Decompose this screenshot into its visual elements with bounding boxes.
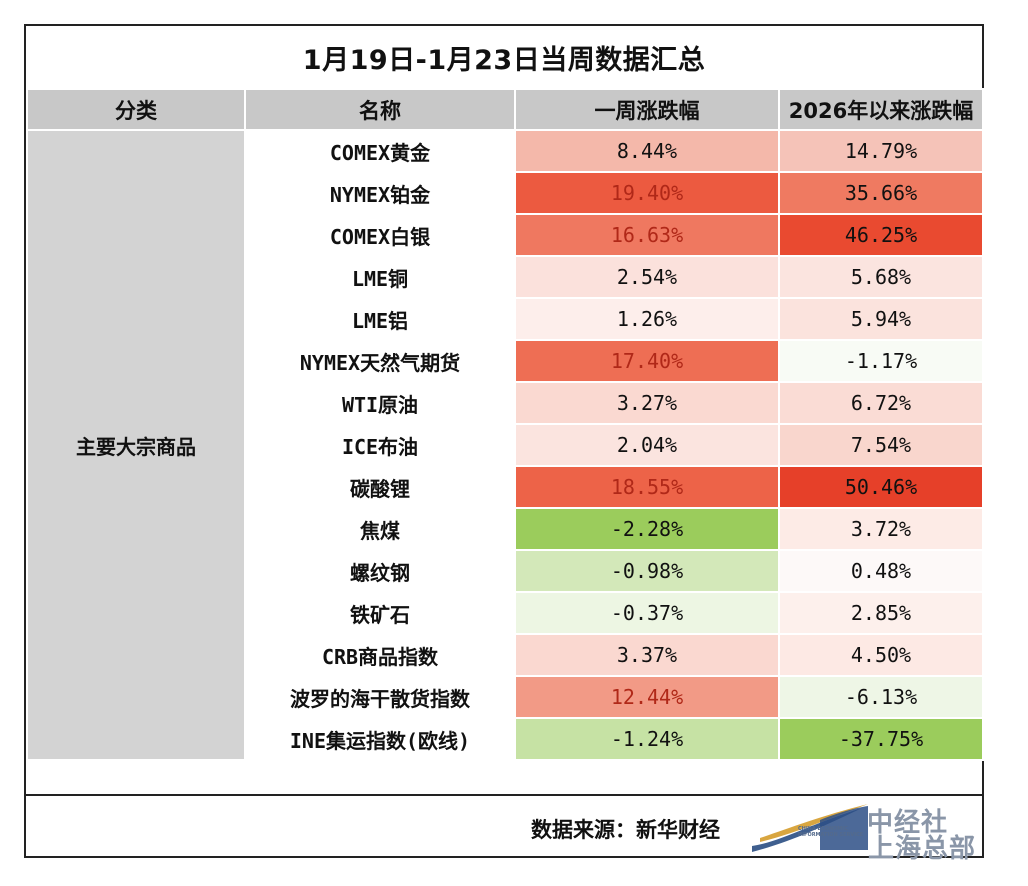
commodity-table: 分类 名称 一周涨跌幅 2026年以来涨跌幅 主要大宗商品 COMEX黄金 8.44… <box>26 88 984 761</box>
ytd-change-value: 5.68% <box>778 255 984 299</box>
weekly-change-value: 17.40% <box>514 339 780 383</box>
table-row: NYMEX天然气期货 17.40% -1.17% <box>27 339 984 383</box>
weekly-change-value: -0.37% <box>514 591 780 635</box>
header-row: 分类 名称 一周涨跌幅 2026年以来涨跌幅 <box>26 88 984 131</box>
weekly-change-value: 1.26% <box>514 297 780 341</box>
ytd-change-value: 0.48% <box>778 549 984 593</box>
table-row: CRB商品指数 3.37% 4.50% <box>27 633 984 677</box>
commodity-name: CRB商品指数 <box>244 633 516 677</box>
weekly-change-value: 19.40% <box>514 171 780 215</box>
table-row: 碳酸锂 18.55% 50.46% <box>27 465 984 509</box>
ytd-change-value: 14.79% <box>778 129 984 173</box>
table-row: 铁矿石 -0.37% 2.85% <box>27 591 984 635</box>
table-row: 波罗的海干散货指数 12.44% -6.13% <box>27 675 984 719</box>
ytd-change-value: -1.17% <box>778 339 984 383</box>
ytd-change-value: 3.72% <box>778 507 984 551</box>
commodity-name: INE集运指数(欧线) <box>244 717 516 761</box>
table-row: WTI原油 3.27% 6.72% <box>27 381 984 425</box>
ceis-logo: CHINA ECONOMIC INFORMATION SERVICE 中经社 上… <box>750 802 980 864</box>
commodity-name: COMEX白银 <box>244 213 516 257</box>
weekly-change-value: 2.54% <box>514 255 780 299</box>
weekly-change-value: -2.28% <box>514 507 780 551</box>
logo-english-line-1: CHINA ECONOMIC <box>798 826 848 832</box>
ytd-change-value: 2.85% <box>778 591 984 635</box>
ytd-change-value: 46.25% <box>778 213 984 257</box>
commodity-name: NYMEX天然气期货 <box>244 339 516 383</box>
summary-table-frame: 1月19日-1月23日当周数据汇总 分类 名称 一周涨跌幅 2026年以来涨跌幅… <box>24 24 984 864</box>
table-row: ICE布油 2.04% 7.54% <box>27 423 984 467</box>
header-ytd-change: 2026年以来涨跌幅 <box>778 88 984 131</box>
commodity-name: 铁矿石 <box>244 591 516 635</box>
weekly-change-value: 3.37% <box>514 633 780 677</box>
logo-english-line-2: INFORMATION SERVICE <box>798 832 864 838</box>
logo-text-line-2: 上海总部 <box>867 834 976 864</box>
header-name: 名称 <box>244 88 516 131</box>
weekly-change-value: 3.27% <box>514 381 780 425</box>
footer: 数据来源：新华财经 CHINA ECONOMIC INFORMATION SER… <box>26 794 982 864</box>
table-row: 焦煤 -2.28% 3.72% <box>27 507 984 551</box>
commodity-name: LME铝 <box>244 297 516 341</box>
weekly-change-value: 18.55% <box>514 465 780 509</box>
weekly-change-value: 2.04% <box>514 423 780 467</box>
data-source: 数据来源：新华财经 <box>531 818 720 842</box>
table-row: LME铝 1.26% 5.94% <box>27 297 984 341</box>
ytd-change-value: 7.54% <box>778 423 984 467</box>
ytd-change-value: -6.13% <box>778 675 984 719</box>
ytd-change-value: 4.50% <box>778 633 984 677</box>
logo-swoosh-icon <box>752 804 868 852</box>
weekly-change-value: -1.24% <box>514 717 780 761</box>
commodity-name: 波罗的海干散货指数 <box>244 675 516 719</box>
commodity-name: ICE布油 <box>244 423 516 467</box>
weekly-change-value: -0.98% <box>514 549 780 593</box>
logo-english: CHINA ECONOMIC INFORMATION SERVICE <box>798 826 863 838</box>
weekly-change-value: 8.44% <box>514 129 780 173</box>
commodity-name: LME铜 <box>244 255 516 299</box>
weekly-change-value: 12.44% <box>514 675 780 719</box>
logo-text-line-1: 中经社 <box>866 808 948 838</box>
table-row: LME铜 2.54% 5.68% <box>27 255 984 299</box>
ytd-change-value: 6.72% <box>778 381 984 425</box>
ytd-change-value: 35.66% <box>778 171 984 215</box>
ytd-change-value: 5.94% <box>778 297 984 341</box>
header-category: 分类 <box>26 88 246 131</box>
weekly-change-value: 16.63% <box>514 213 780 257</box>
commodity-name: 螺纹钢 <box>244 549 516 593</box>
table-row: NYMEX铂金 19.40% 35.66% <box>27 171 984 215</box>
table-row: 主要大宗商品 COMEX黄金 8.44% 14.79% <box>26 129 984 761</box>
table-row: COMEX白银 16.63% 46.25% <box>27 213 984 257</box>
ytd-change-value: 50.46% <box>778 465 984 509</box>
table-row: 螺纹钢 -0.98% 0.48% <box>27 549 984 593</box>
table-row: INE集运指数(欧线) -1.24% -37.75% <box>27 717 984 761</box>
header-weekly-change: 一周涨跌幅 <box>514 88 780 131</box>
commodity-name: 碳酸锂 <box>244 465 516 509</box>
category-cell: 主要大宗商品 <box>26 129 246 761</box>
commodity-name: 焦煤 <box>244 507 516 551</box>
ytd-change-value: -37.75% <box>778 717 984 761</box>
commodity-name: NYMEX铂金 <box>244 171 516 215</box>
commodity-name: COMEX黄金 <box>244 129 516 173</box>
table-title: 1月19日-1月23日当周数据汇总 <box>302 44 706 76</box>
commodity-name: WTI原油 <box>244 381 516 425</box>
